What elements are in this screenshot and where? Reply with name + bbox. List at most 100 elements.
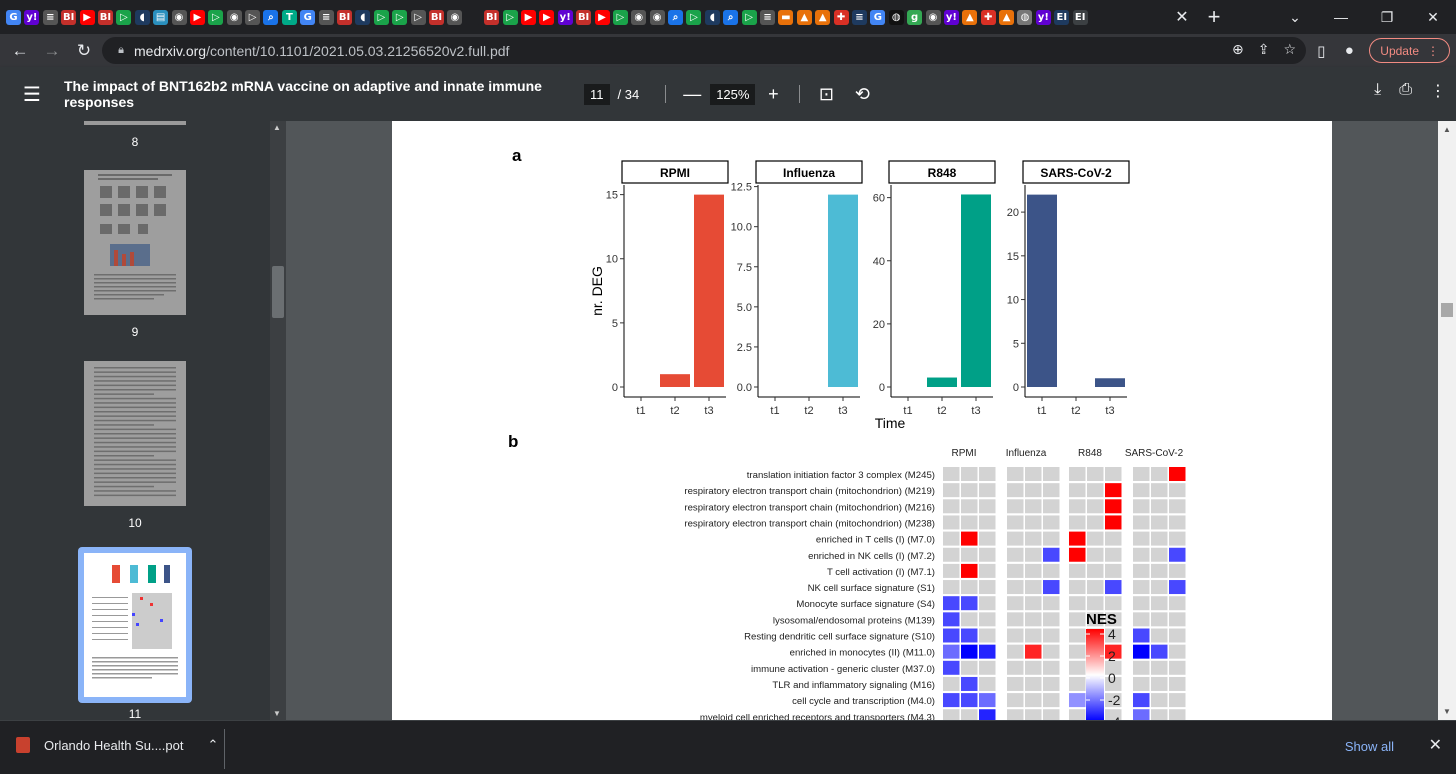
tab-favicon-icon[interactable]: G <box>6 9 21 25</box>
update-button[interactable]: Update ⋮ <box>1369 38 1450 63</box>
tab-search-button[interactable]: ⌄ <box>1289 8 1301 25</box>
scroll-up-icon[interactable]: ▲ <box>1443 125 1451 134</box>
scroll-down-icon[interactable]: ▼ <box>1443 707 1451 716</box>
tab-favicon-icon[interactable]: ◉ <box>631 9 647 25</box>
tab-favicon-icon[interactable]: ◍ <box>1017 9 1033 25</box>
scroll-down-icon[interactable]: ▼ <box>273 709 281 718</box>
tab-favicon-icon[interactable]: ◖ <box>355 9 371 25</box>
tab-favicon-icon[interactable]: ▲ <box>962 9 978 25</box>
page-scrollbar[interactable]: ▲ ▼ <box>1438 121 1456 720</box>
tab-favicon-icon[interactable]: ▶ <box>520 9 536 25</box>
tab-favicon-icon[interactable]: ▷ <box>373 9 389 25</box>
tab-favicon-icon[interactable]: BI <box>576 9 592 25</box>
tab-favicon-icon[interactable]: ◉ <box>447 9 463 25</box>
tab-favicon-icon[interactable]: g <box>907 9 923 25</box>
tab-favicon-icon[interactable]: EI <box>1072 9 1088 25</box>
tab-favicon-icon[interactable]: y! <box>943 9 959 25</box>
tab-favicon-icon[interactable]: ▶ <box>539 9 555 25</box>
show-all-button[interactable]: Show all <box>1344 739 1394 754</box>
lock-icon[interactable]: 🔒︎ <box>118 44 124 56</box>
page-thumbnail-9[interactable] <box>84 170 186 315</box>
tab-favicon-icon[interactable]: ▷ <box>245 9 261 25</box>
tab-favicon-icon[interactable]: ≡ <box>851 9 867 25</box>
tab-favicon-icon[interactable]: BI <box>337 9 353 25</box>
zoom-out-button[interactable]: — <box>683 83 702 104</box>
tab-favicon-icon[interactable]: ▷ <box>392 9 408 25</box>
download-item[interactable]: Orlando Health Su....pot ⌃ <box>16 737 218 753</box>
sidebar-scrollbar[interactable]: ▲ ▼ <box>270 121 286 720</box>
url-bar[interactable]: 🔒︎ medrxiv.org/content/10.1101/2021.05.0… <box>102 37 1306 64</box>
tab-favicon-icon[interactable]: BI <box>428 9 444 25</box>
tab-favicon-icon[interactable]: ◉ <box>171 9 187 25</box>
tab-favicon-icon[interactable]: ⌕ <box>668 9 684 25</box>
tab-favicon-icon[interactable]: T <box>281 9 297 25</box>
print-icon[interactable]: ⎙ <box>1399 81 1412 98</box>
maximize-button[interactable]: ❐ <box>1380 8 1394 25</box>
tab-favicon-icon[interactable]: y! <box>1035 9 1051 25</box>
download-icon[interactable]: ⤓ <box>1374 81 1382 98</box>
tab-favicon-icon[interactable]: ≡ <box>760 9 776 25</box>
more-options-icon[interactable]: ⋮ <box>1430 83 1446 100</box>
sidebar-scroll-thumb[interactable] <box>272 266 284 318</box>
tab-favicon-icon[interactable]: ▲ <box>796 9 812 25</box>
page-scroll-thumb[interactable] <box>1441 303 1453 317</box>
tab-favicon-icon[interactable]: ≡ <box>318 9 334 25</box>
tab-favicon-icon[interactable]: ▶ <box>79 9 95 25</box>
close-window-button[interactable]: ✕ <box>1427 8 1439 25</box>
tab-favicon-icon[interactable]: BI <box>97 9 113 25</box>
tab-favicon-icon[interactable]: ◖ <box>134 9 150 25</box>
tab-favicon-icon[interactable]: ◉ <box>649 9 665 25</box>
tab-close-icon[interactable]: ✕ <box>1175 9 1189 26</box>
new-tab-button[interactable]: + <box>1207 4 1221 29</box>
chevron-up-icon[interactable]: ⌃ <box>207 737 219 752</box>
tab-favicon-icon[interactable]: G <box>300 9 316 25</box>
tab-favicon-icon[interactable]: ▷ <box>410 9 426 25</box>
url-text[interactable]: medrxiv.org/content/10.1101/2021.05.03.2… <box>134 43 509 59</box>
tab-favicon-icon[interactable]: ⌕ <box>263 9 279 25</box>
minimize-button[interactable]: — <box>1334 9 1348 25</box>
menu-icon[interactable]: ☰ <box>23 83 41 106</box>
tab-favicon-icon[interactable]: ◍ <box>888 9 904 25</box>
tab-favicon-icon[interactable]: ▷ <box>502 9 518 25</box>
zoom-in-button[interactable]: + <box>768 83 779 104</box>
tab-favicon-icon[interactable]: ◉ <box>925 9 941 25</box>
tab-favicon-icon[interactable]: ◉ <box>226 9 242 25</box>
reload-button[interactable]: ↻ <box>76 40 92 60</box>
bookmark-star-icon[interactable]: ☆ <box>1283 41 1296 57</box>
tab-favicon-icon[interactable]: ≡ <box>42 9 58 25</box>
tab-favicon-icon[interactable]: ▷ <box>686 9 702 25</box>
tab-favicon-icon[interactable]: ▷ <box>208 9 224 25</box>
page-thumbnail-11[interactable] <box>84 553 186 697</box>
tab-favicon-icon[interactable] <box>465 9 481 25</box>
forward-button[interactable]: → <box>43 40 61 60</box>
page-thumbnail-8[interactable] <box>84 121 186 125</box>
tab-favicon-icon[interactable]: ▬ <box>778 9 794 25</box>
scroll-up-icon[interactable]: ▲ <box>273 123 281 132</box>
close-download-bar-icon[interactable]: ✕ <box>1428 737 1442 754</box>
tab-favicon-icon[interactable]: ▶ <box>594 9 610 25</box>
fit-page-icon[interactable]: ⊡ <box>818 83 834 104</box>
tab-favicon-icon[interactable]: ▷ <box>612 9 628 25</box>
share-icon[interactable]: ⇪ <box>1257 41 1270 57</box>
tab-favicon-icon[interactable]: BI <box>61 9 77 25</box>
tab-favicon-icon[interactable]: ◖ <box>704 9 720 25</box>
page-number-input[interactable]: 11 <box>584 83 610 105</box>
tab-favicon-icon[interactable]: G <box>870 9 886 25</box>
tab-favicon-icon[interactable]: ▲ <box>999 9 1015 25</box>
tab-favicon-icon[interactable]: EI <box>1054 9 1070 25</box>
rotate-icon[interactable]: ⟲ <box>854 83 870 104</box>
tab-favicon-icon[interactable]: y! <box>557 9 573 25</box>
tab-favicon-icon[interactable]: ▷ <box>741 9 757 25</box>
zoom-icon[interactable]: ⊕ <box>1231 41 1244 57</box>
tab-favicon-icon[interactable]: ▷ <box>116 9 132 25</box>
tab-favicon-icon[interactable]: ✚ <box>833 9 849 25</box>
side-panel-icon[interactable]: ▯ <box>1317 42 1326 60</box>
tab-favicon-icon[interactable]: ▤ <box>153 9 169 25</box>
tab-favicon-icon[interactable]: y! <box>24 9 40 25</box>
tab-favicon-icon[interactable]: ▶ <box>189 9 205 25</box>
profile-icon[interactable]: ● <box>1344 42 1354 59</box>
tab-favicon-icon[interactable]: ✚ <box>980 9 996 25</box>
tab-favicon-icon[interactable]: BI <box>484 9 500 25</box>
page-thumbnail-10[interactable] <box>84 361 186 506</box>
back-button[interactable]: ← <box>11 40 29 60</box>
